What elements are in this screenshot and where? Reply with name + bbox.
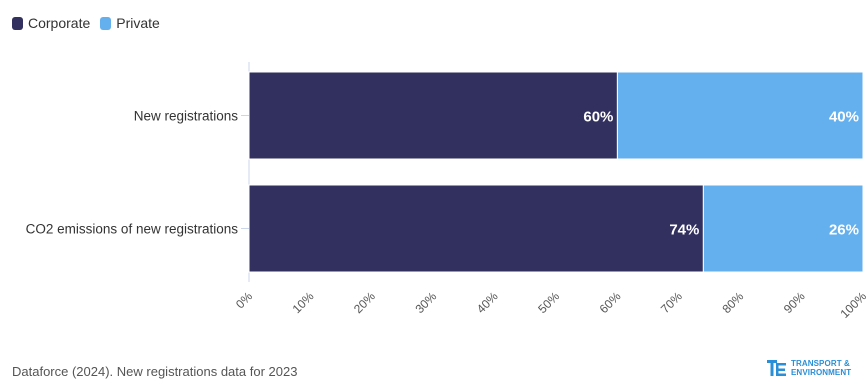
x-tick-label: 90%	[781, 289, 808, 316]
x-tick-label: 80%	[719, 289, 746, 316]
category-label: CO2 emissions of new registrations	[26, 222, 239, 237]
data-label: 40%	[829, 109, 859, 126]
x-tick-label: 30%	[412, 289, 439, 316]
logo-line-2: ENVIRONMENT	[791, 368, 852, 377]
bar-private-1[interactable]	[702, 184, 864, 273]
data-label: 60%	[583, 109, 613, 126]
bar-corporate-1[interactable]	[248, 184, 704, 273]
legend-label-corporate: Corporate	[28, 15, 91, 31]
data-label: 26%	[829, 222, 859, 239]
legend: Corporate Private	[12, 15, 160, 31]
bar-private-0[interactable]	[616, 71, 864, 160]
legend-item-corporate[interactable]: Corporate	[12, 15, 90, 31]
legend-label-private: Private	[116, 15, 160, 31]
x-tick-label: 10%	[290, 289, 317, 316]
data-label: 74%	[669, 222, 699, 239]
x-tick-label: 40%	[474, 289, 501, 316]
legend-item-private[interactable]: Private	[100, 15, 160, 31]
x-tick-label: 60%	[597, 289, 624, 316]
te-logo: TRANSPORT & ENVIRONMENT	[767, 359, 851, 377]
x-tick-label: 50%	[535, 289, 562, 316]
legend-swatch-private	[100, 16, 112, 30]
x-tick-label: 70%	[658, 289, 685, 316]
x-tick-label: 100%	[838, 289, 868, 321]
te-logo-icon	[767, 360, 786, 376]
category-label: New registrations	[134, 109, 239, 124]
x-tick-label: 0%	[233, 289, 255, 311]
legend-swatch-corporate	[12, 16, 23, 30]
source-note: Dataforce (2024). New registrations data…	[12, 364, 298, 379]
x-tick-label: 20%	[351, 289, 378, 316]
bar-corporate-0[interactable]	[248, 71, 618, 160]
logo-line-1: TRANSPORT &	[791, 359, 850, 368]
